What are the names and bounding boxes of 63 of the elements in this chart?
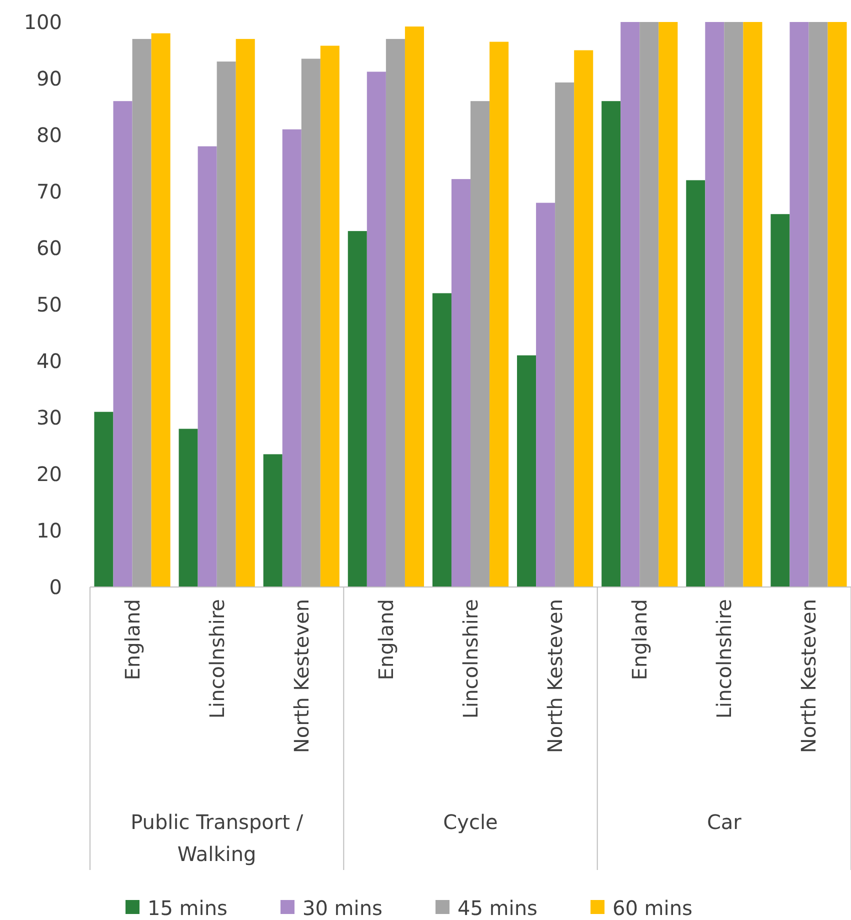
bar xyxy=(178,428,198,587)
bar xyxy=(386,38,405,587)
bar xyxy=(743,22,762,587)
bar xyxy=(301,58,320,587)
bar xyxy=(658,22,678,587)
bar xyxy=(94,412,114,587)
bar xyxy=(640,22,659,587)
y-tick-label: 70 xyxy=(36,180,62,204)
text: Public Transport / Walking xyxy=(130,810,304,866)
bar xyxy=(555,82,574,587)
x-tick-label: England xyxy=(628,599,652,680)
bar xyxy=(517,355,536,587)
text: Cycle xyxy=(443,810,498,834)
legend-label: 15 mins xyxy=(148,896,228,920)
y-tick-label: 0 xyxy=(49,575,62,599)
legend-label: 30 mins xyxy=(302,896,382,920)
bar xyxy=(366,72,386,587)
y-tick-label: 20 xyxy=(36,462,62,486)
text: Car xyxy=(706,810,742,834)
x-tick-label: North Kesteven xyxy=(796,599,821,754)
y-tick-label: 100 xyxy=(24,10,62,34)
bar xyxy=(828,22,847,587)
x-tick-label: Lincolnshire xyxy=(712,599,736,719)
bar xyxy=(198,146,217,587)
bar xyxy=(404,26,424,587)
bar xyxy=(348,231,367,587)
bar xyxy=(132,38,152,587)
y-tick-label: 50 xyxy=(36,292,62,316)
bar xyxy=(320,46,340,587)
bar xyxy=(790,22,809,587)
legend-label: 45 mins xyxy=(458,896,538,920)
x-tick-label: Lincolnshire xyxy=(458,599,482,719)
y-tick-label: 10 xyxy=(36,518,62,542)
bar xyxy=(808,22,828,587)
bar xyxy=(602,101,621,587)
bar xyxy=(620,22,640,587)
legend-label: 60 mins xyxy=(612,896,692,920)
y-tick-label: 90 xyxy=(36,66,62,90)
y-tick-label: 80 xyxy=(36,123,62,147)
bar xyxy=(263,454,282,587)
bar xyxy=(151,33,170,587)
bar xyxy=(686,180,706,587)
bar xyxy=(282,129,302,587)
bar xyxy=(724,22,744,587)
bar xyxy=(490,42,509,587)
y-tick-label: 60 xyxy=(36,236,62,260)
x-tick-label: North Kesteven xyxy=(543,599,568,754)
bar xyxy=(451,179,470,587)
bar xyxy=(432,293,452,587)
x-tick-label: North Kesteven xyxy=(289,599,314,754)
x-tick-label: Lincolnshire xyxy=(204,599,229,719)
bar xyxy=(770,214,790,587)
bar xyxy=(705,22,724,587)
bar xyxy=(470,101,490,587)
bar xyxy=(574,50,594,587)
bar xyxy=(236,38,255,587)
bar xyxy=(216,62,236,587)
x-tick-label: England xyxy=(374,599,398,680)
bar xyxy=(113,101,132,587)
bar xyxy=(536,202,556,587)
y-tick-label: 30 xyxy=(36,406,62,430)
y-tick-label: 40 xyxy=(36,349,62,373)
x-tick-label: England xyxy=(120,599,144,680)
